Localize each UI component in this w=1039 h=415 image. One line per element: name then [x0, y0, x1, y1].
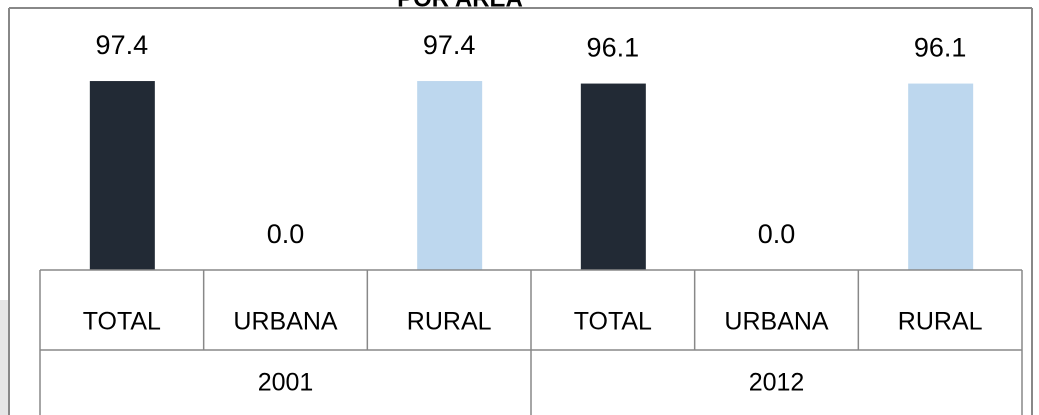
value-label: 97.4 — [96, 30, 149, 60]
x-tick-label: RURAL — [898, 308, 983, 336]
shadow — [0, 300, 10, 415]
group-label: 2001 — [258, 369, 314, 397]
chart-title: POR AREA — [397, 0, 523, 12]
group-label: 2012 — [749, 369, 805, 397]
value-label: 0.0 — [758, 219, 796, 249]
value-label: 0.0 — [267, 219, 305, 249]
x-tick-label: TOTAL — [574, 308, 652, 336]
value-label: 97.4 — [423, 30, 476, 60]
value-label: 96.1 — [914, 33, 967, 63]
bar — [417, 81, 483, 270]
x-tick-label: TOTAL — [83, 308, 161, 336]
bar — [89, 81, 155, 270]
value-label: 96.1 — [587, 33, 640, 63]
x-tick-label: RURAL — [407, 308, 492, 336]
x-tick-label: URBANA — [724, 308, 829, 336]
x-tick-label: URBANA — [233, 308, 338, 336]
bar — [908, 83, 974, 270]
bar — [580, 83, 646, 270]
